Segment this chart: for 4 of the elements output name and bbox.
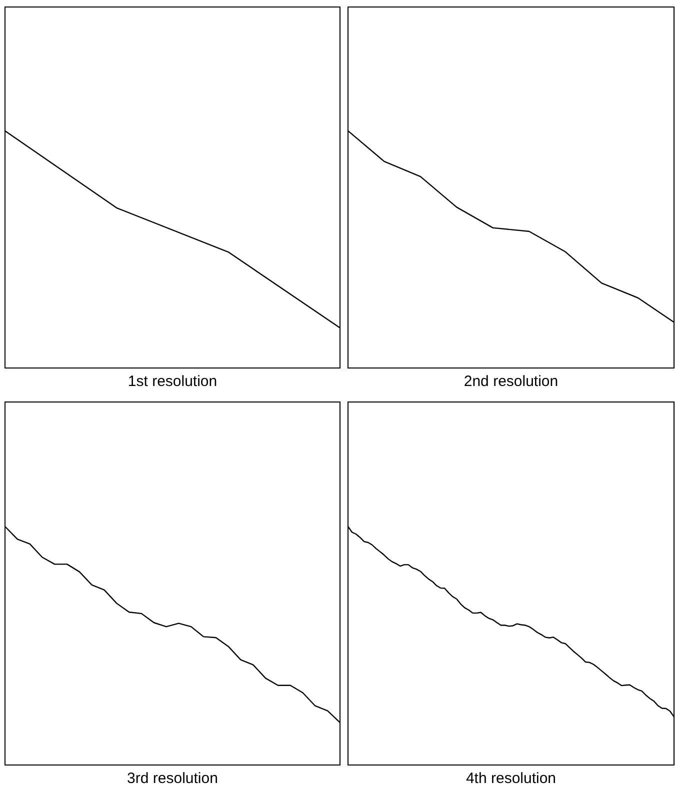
x-axis-title: 3rd resolution [127, 770, 218, 787]
x-axis-title: 4th resolution [466, 770, 556, 787]
x-axis-title: 1st resolution [128, 373, 218, 390]
x-axis-title: 2nd resolution [464, 373, 558, 390]
